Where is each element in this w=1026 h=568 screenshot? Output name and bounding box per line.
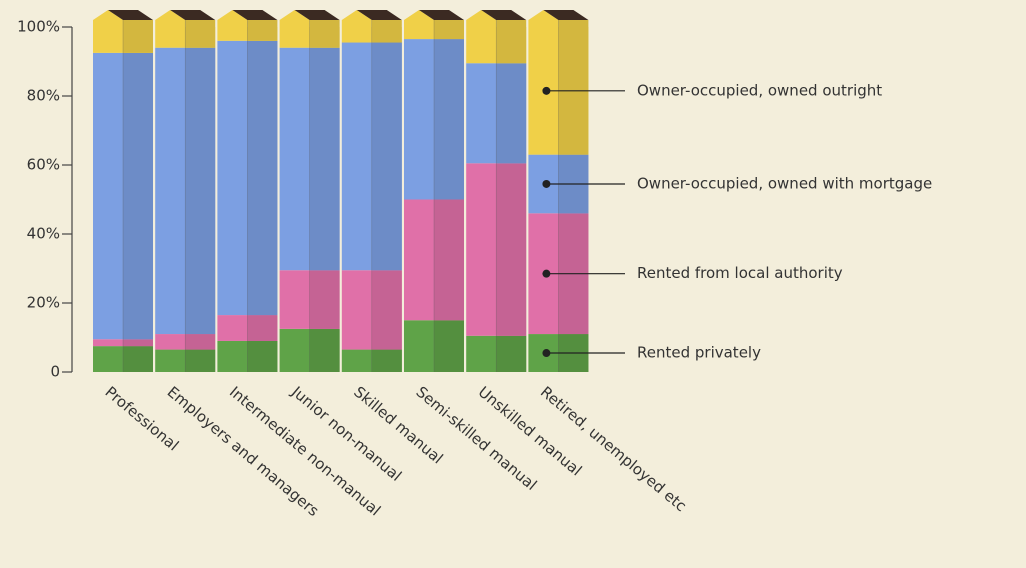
bar-shade bbox=[310, 270, 340, 329]
y-tick-label: 40% bbox=[27, 225, 60, 243]
bar-shade bbox=[185, 27, 215, 48]
roof-side bbox=[123, 20, 153, 27]
bar-shade bbox=[247, 27, 277, 41]
bar-shade bbox=[434, 200, 464, 321]
roof-side bbox=[372, 20, 402, 27]
bar-shade bbox=[372, 27, 402, 43]
legend-label: Rented privately bbox=[637, 344, 761, 362]
roof-side bbox=[558, 20, 588, 27]
bar-shade bbox=[123, 346, 153, 372]
y-tick-label: 60% bbox=[27, 156, 60, 174]
bar-shade bbox=[434, 27, 464, 39]
bar-shade bbox=[496, 63, 526, 163]
y-tick-label: 100% bbox=[17, 18, 60, 36]
bar-shade bbox=[247, 41, 277, 315]
bar-shade bbox=[434, 320, 464, 372]
roof-side bbox=[310, 20, 340, 27]
roof-side bbox=[185, 20, 215, 27]
bar-shade bbox=[247, 315, 277, 341]
roof-side bbox=[434, 20, 464, 27]
roof-side bbox=[496, 20, 526, 27]
bar-shade bbox=[310, 48, 340, 271]
bar-shade bbox=[310, 329, 340, 372]
bar-shade bbox=[247, 341, 277, 372]
bar-shade bbox=[372, 350, 402, 372]
legend-label: Owner-occupied, owned outright bbox=[637, 81, 882, 99]
y-tick-label: 80% bbox=[27, 87, 60, 105]
bar-shade bbox=[372, 43, 402, 271]
bar-shade bbox=[185, 48, 215, 334]
bar-shade bbox=[123, 53, 153, 339]
roof-side bbox=[247, 20, 277, 27]
bar-shade bbox=[496, 163, 526, 336]
bar-shade bbox=[496, 27, 526, 63]
y-tick-label: 20% bbox=[27, 294, 60, 312]
bar-shade bbox=[434, 39, 464, 199]
bar-shade bbox=[372, 270, 402, 349]
legend-label: Rented from local authority bbox=[637, 264, 843, 282]
legend-label: Owner-occupied, owned with mortgage bbox=[637, 174, 932, 192]
bar-shade bbox=[496, 336, 526, 372]
bar-shade bbox=[123, 339, 153, 346]
bar-shade bbox=[185, 334, 215, 350]
bar-shade bbox=[310, 27, 340, 48]
chart: 020%40%60%80%100%ProfessionalEmployers a… bbox=[0, 0, 1026, 568]
bar-shade bbox=[185, 350, 215, 372]
bar-shade bbox=[123, 27, 153, 53]
y-tick-label: 0 bbox=[50, 363, 60, 381]
